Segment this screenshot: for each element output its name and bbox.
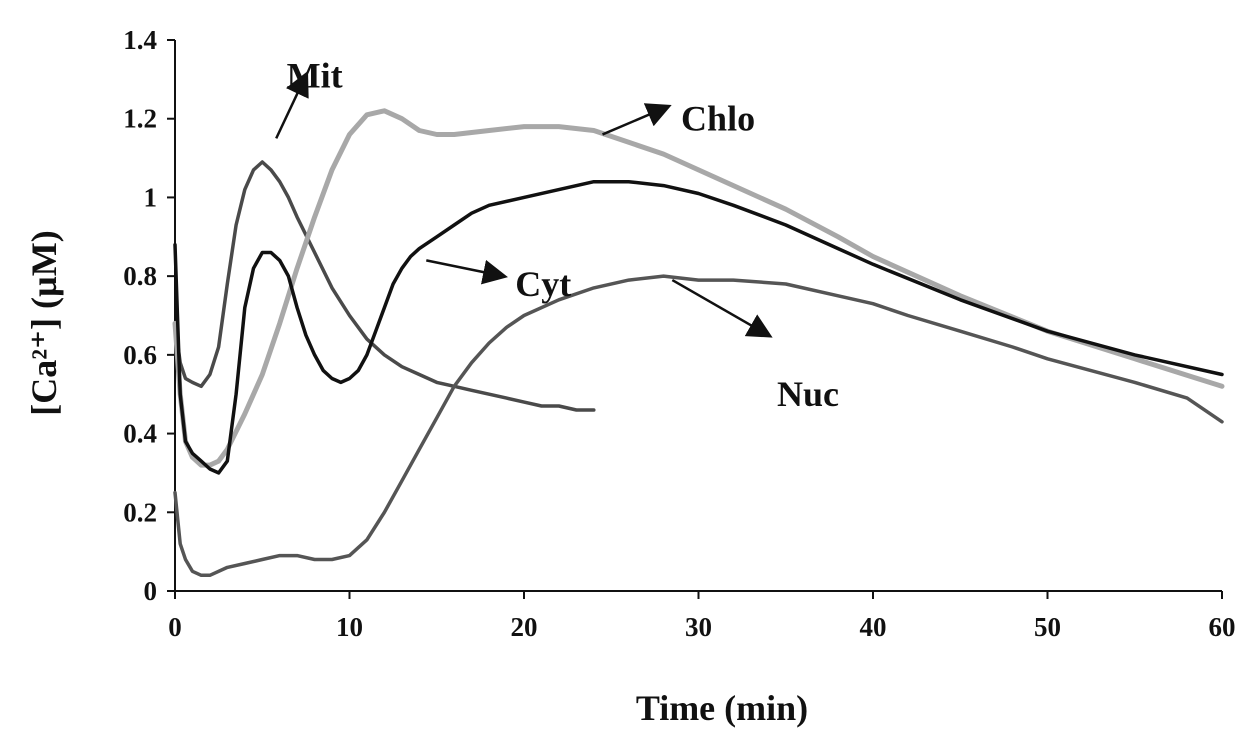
x-axis-title: Time (min): [636, 688, 808, 728]
axes: 0 0.2 0.4 0.6 0.8 1 1.2 1.4 0 10 20 30 40 50 60: [123, 25, 1235, 642]
arrow-cyt: [426, 259, 508, 285]
y-tick-label: 0.6: [123, 340, 157, 370]
series-line-cyt: [173, 179, 1224, 475]
y-tick-label: 1: [144, 182, 158, 212]
y-tick-label: 0.4: [123, 419, 157, 449]
series-label-mit: Mit: [287, 55, 343, 95]
y-tick-label: 0: [144, 576, 158, 606]
x-tick-label: 30: [685, 612, 712, 642]
series-label-nuc: Nuc: [777, 374, 839, 414]
x-tick-label: 50: [1034, 612, 1061, 642]
x-tick-label: 60: [1209, 612, 1236, 642]
series-label-cyt: Cyt: [515, 264, 571, 304]
x-tick-label: 40: [860, 612, 887, 642]
y-tick-label: 1.4: [123, 25, 157, 55]
series-layer: [172, 108, 1225, 578]
y-tick-label: 0.2: [123, 497, 157, 527]
y-axis-title: [Ca²⁺] (µM): [24, 230, 64, 415]
arrow-nuc: [671, 278, 773, 338]
arrow-chlo: [602, 103, 672, 136]
y-tick-label: 0.8: [123, 261, 157, 291]
x-tick-label: 10: [336, 612, 363, 642]
x-tick-label: 0: [168, 612, 182, 642]
x-tick-label: 20: [511, 612, 538, 642]
annotation-layer: Mit Chlo Cyt Nuc: [275, 55, 839, 414]
series-line-chlo: [172, 108, 1225, 468]
y-tick-label: 1.2: [123, 104, 157, 134]
series-label-chlo: Chlo: [681, 99, 755, 139]
series-line-mit: [173, 160, 596, 412]
arrow-mit: [275, 70, 309, 139]
series-line-nuc: [173, 274, 1224, 578]
